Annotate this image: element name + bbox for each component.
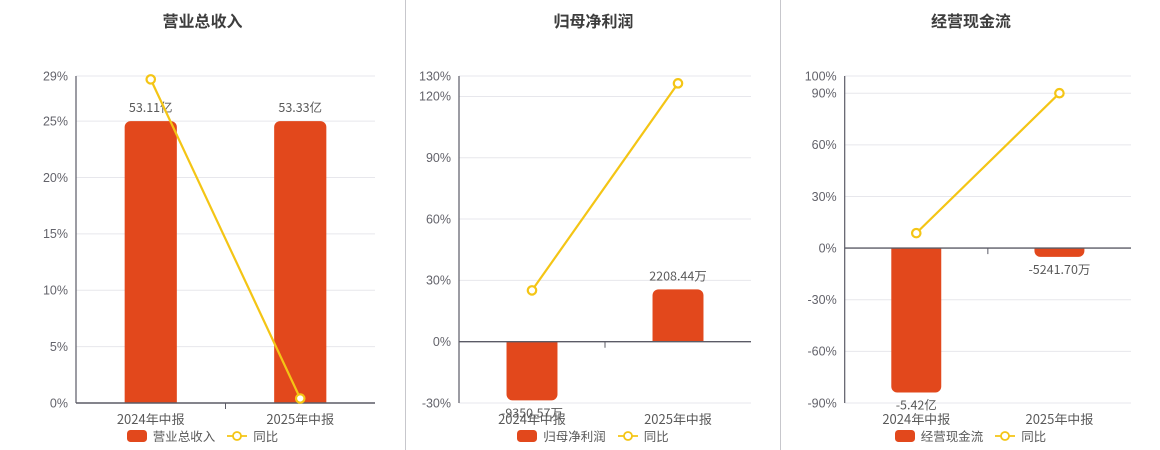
svg-text:60%: 60% (426, 212, 451, 226)
svg-text:30%: 30% (812, 190, 837, 204)
svg-text:25%: 25% (43, 114, 68, 128)
svg-text:0%: 0% (50, 396, 68, 410)
svg-text:15%: 15% (43, 227, 68, 241)
svg-text:30%: 30% (426, 274, 451, 288)
svg-text:20%: 20% (43, 171, 68, 185)
svg-text:归母净利润: 归母净利润 (553, 8, 633, 32)
svg-text:-30%: -30% (808, 293, 837, 307)
svg-text:-60%: -60% (808, 345, 837, 359)
svg-text:60%: 60% (812, 138, 837, 152)
svg-text:90%: 90% (812, 87, 837, 101)
svg-text:130%: 130% (419, 69, 451, 83)
svg-text:5%: 5% (50, 340, 68, 354)
svg-text:29%: 29% (43, 69, 68, 83)
svg-text:0%: 0% (819, 241, 837, 255)
svg-text:营业总收入: 营业总收入 (162, 8, 242, 32)
svg-text:100%: 100% (805, 69, 837, 83)
svg-text:-90%: -90% (808, 396, 837, 410)
svg-text:120%: 120% (419, 90, 451, 104)
svg-text:90%: 90% (426, 151, 451, 165)
svg-text:10%: 10% (43, 284, 68, 298)
svg-text:2208.44万: 2208.44万 (649, 265, 707, 284)
svg-text:-5241.70万: -5241.70万 (1028, 259, 1090, 278)
svg-text:经营现金流: 经营现金流 (931, 8, 1011, 32)
svg-text:53.33亿: 53.33亿 (278, 97, 322, 116)
svg-text:-30%: -30% (422, 396, 451, 410)
svg-text:0%: 0% (433, 335, 451, 349)
